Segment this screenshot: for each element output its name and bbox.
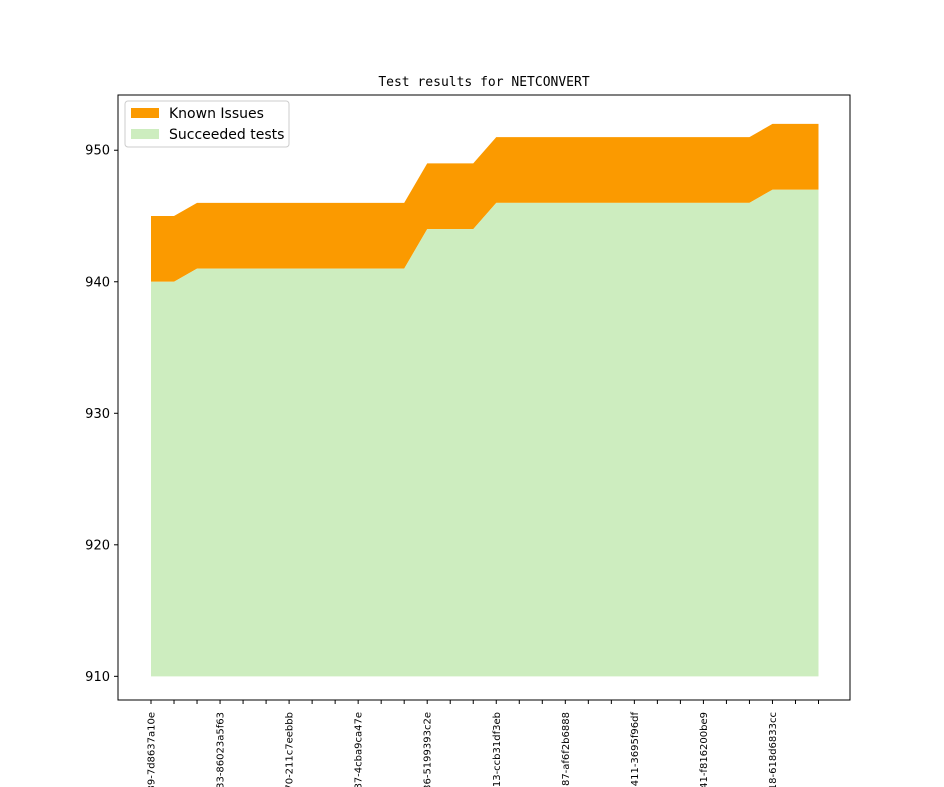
series-area-succeeded-tests [151, 189, 819, 677]
x-tick-label: …36-5199393c2e [423, 712, 434, 787]
x-tick-label: …39-7d8637a10e [147, 712, 158, 787]
y-tick-label: 910 [85, 670, 110, 685]
y-tick-label: 940 [85, 275, 110, 290]
plot-frame [117, 94, 851, 701]
x-tick-label: …33-86023a5f63 [216, 712, 227, 787]
y-tick-label: 930 [85, 407, 110, 422]
x-tick-label: …18-618d6833cc [768, 712, 779, 787]
legend: Known Issues Succeeded tests [124, 100, 290, 148]
legend-label: Known Issues [169, 106, 264, 122]
legend-box [124, 100, 290, 148]
x-tick-label: …13-ccb31df3eb [492, 712, 503, 787]
legend-label: Succeeded tests [169, 127, 284, 143]
x-tick-label: …87-4cba9ca47e [354, 712, 365, 787]
x-tick-label: …70-211c7eebbb [285, 712, 296, 787]
x-tick-label: …87-af6f2b6888 [561, 712, 572, 787]
series-area-known-issues [151, 123, 819, 282]
legend-swatch [131, 129, 159, 139]
chart-title: Test results for NETCONVERT [378, 75, 589, 90]
y-tick-label: 920 [85, 538, 110, 553]
x-tick-label: …411-3695f96df [630, 712, 641, 787]
y-tick-label: 950 [85, 144, 110, 159]
x-tick-label: …41-f816200be9 [699, 712, 710, 787]
legend-swatch [131, 108, 159, 118]
